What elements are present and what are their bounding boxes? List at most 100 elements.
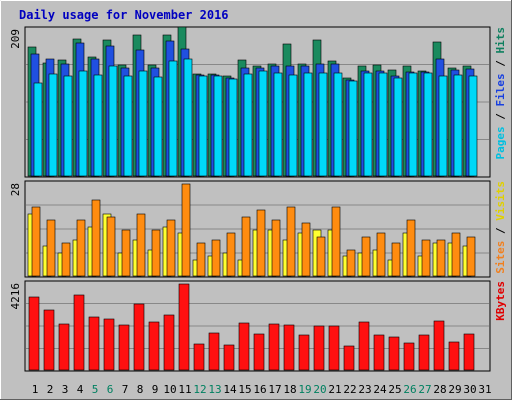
bar-kbytes-day-26 (403, 342, 415, 371)
bar-sites-day-15 (241, 216, 251, 277)
bar-kbytes-day-2 (43, 309, 55, 371)
x-tick-label: 8 (137, 383, 144, 396)
bar-pages-day-24 (378, 72, 388, 177)
bar-pages-day-7 (123, 75, 133, 177)
bar-kbytes-day-21 (328, 325, 340, 371)
bar-kbytes-day-8 (133, 303, 145, 371)
legend-part: Hits (494, 27, 507, 54)
bar-pages-day-21 (333, 72, 343, 177)
bar-pages-day-2 (48, 73, 58, 177)
bar-sites-day-3 (61, 242, 71, 277)
x-tick-label: 2 (47, 383, 54, 396)
bar-sites-day-13 (211, 239, 221, 277)
panel-3-legend: KBytes (494, 281, 507, 321)
x-tick-label: 10 (163, 383, 176, 396)
bar-sites-day-22 (346, 249, 356, 277)
x-tick-label: 9 (152, 383, 159, 396)
bar-sites-day-20 (316, 236, 326, 277)
x-tick-label: 17 (268, 383, 281, 396)
bar-sites-day-7 (121, 229, 131, 277)
bar-kbytes-day-23 (358, 321, 370, 371)
bar-kbytes-day-5 (88, 316, 100, 371)
x-tick-label: 28 (433, 383, 446, 396)
x-tick-label: 3 (62, 383, 69, 396)
bar-pages-day-27 (423, 72, 433, 177)
x-tick-label: 5 (92, 383, 99, 396)
bar-kbytes-day-25 (388, 336, 400, 371)
bar-kbytes-day-29 (448, 341, 460, 371)
bar-kbytes-day-19 (298, 334, 310, 371)
x-tick-label: 4 (77, 383, 84, 396)
bar-sites-day-5 (91, 199, 101, 277)
x-tick-label: 20 (313, 383, 326, 396)
legend-part: Sites (494, 241, 507, 274)
legend-part: Pages (494, 126, 507, 159)
x-tick-label: 31 (478, 383, 491, 396)
bar-pages-day-10 (168, 60, 178, 177)
panel-1-legend: Pages / Files / Hits (494, 27, 507, 160)
bar-pages-day-8 (138, 70, 148, 177)
bar-kbytes-day-4 (73, 294, 85, 371)
bar-kbytes-day-30 (463, 333, 475, 371)
bar-sites-day-16 (256, 209, 266, 277)
x-tick-label: 13 (208, 383, 221, 396)
bar-pages-day-25 (393, 77, 403, 177)
bar-kbytes-day-16 (253, 333, 265, 371)
bar-kbytes-day-15 (238, 322, 250, 371)
bar-pages-day-11 (183, 58, 193, 177)
bar-sites-day-23 (361, 236, 371, 277)
bar-pages-day-12 (198, 75, 208, 177)
legend-part: / (494, 107, 507, 127)
bar-sites-day-25 (391, 242, 401, 277)
bar-pages-day-18 (288, 74, 298, 177)
bar-pages-day-9 (153, 76, 163, 177)
bar-sites-day-2 (46, 219, 56, 277)
axis-max-label: 4216 (9, 283, 22, 310)
x-tick-label: 30 (463, 383, 476, 396)
legend-part: / (494, 221, 507, 241)
x-tick-label: 25 (388, 383, 401, 396)
x-tick-label: 22 (343, 383, 356, 396)
axis-max-label: 28 (9, 183, 22, 196)
chart-title: Daily usage for November 2016 (19, 8, 229, 22)
bar-pages-day-14 (228, 78, 238, 177)
bar-sites-day-1 (31, 206, 41, 277)
legend-part: / (494, 54, 507, 74)
bar-kbytes-day-24 (373, 334, 385, 371)
bar-sites-day-11 (181, 183, 191, 277)
bar-kbytes-day-11 (178, 283, 190, 371)
x-tick-label: 7 (122, 383, 129, 396)
bar-pages-day-16 (258, 70, 268, 177)
bar-pages-day-19 (303, 72, 313, 177)
bar-sites-day-6 (106, 216, 116, 277)
x-tick-label: 12 (193, 383, 206, 396)
bar-pages-day-29 (453, 74, 463, 177)
x-tick-label: 26 (403, 383, 416, 396)
legend-part: Files (494, 73, 507, 106)
bar-sites-day-12 (196, 242, 206, 277)
bar-pages-day-1 (33, 82, 43, 177)
x-tick-label: 14 (223, 383, 237, 396)
bar-pages-day-22 (348, 80, 358, 177)
bar-sites-day-26 (406, 219, 416, 277)
bar-kbytes-day-28 (433, 320, 445, 371)
x-tick-label: 15 (238, 383, 251, 396)
bar-pages-day-3 (63, 75, 73, 177)
bar-sites-day-17 (271, 219, 281, 277)
bar-pages-day-28 (438, 75, 448, 177)
axis-max-label: 209 (9, 29, 22, 49)
bar-sites-day-28 (436, 239, 446, 277)
bar-kbytes-day-22 (343, 345, 355, 371)
x-tick-label: 6 (107, 383, 114, 396)
bar-pages-day-26 (408, 72, 418, 177)
bar-kbytes-day-3 (58, 323, 70, 371)
bar-kbytes-day-13 (208, 332, 220, 371)
bar-pages-day-5 (93, 74, 103, 177)
bar-pages-day-15 (243, 73, 253, 177)
bar-kbytes-day-7 (118, 324, 130, 371)
bar-sites-day-9 (151, 229, 161, 277)
bar-pages-day-30 (468, 75, 478, 177)
bar-kbytes-day-18 (283, 324, 295, 371)
